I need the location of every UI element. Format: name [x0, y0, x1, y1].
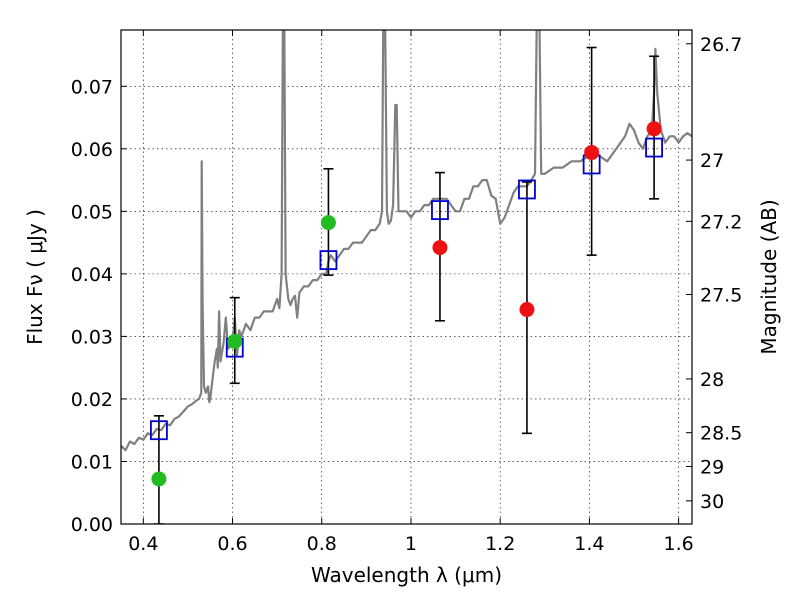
photometry-square	[518, 179, 536, 200]
x-tick-label: 1.4	[574, 533, 604, 555]
photometry-square	[150, 420, 168, 441]
x-axis-label: Wavelength λ (μm)	[311, 563, 502, 587]
x-tick-label: 1.6	[664, 533, 694, 555]
right-tick-label: 27	[700, 150, 724, 172]
measurement-point	[151, 471, 167, 487]
y-tick-label: 0.04	[71, 264, 113, 286]
axis-ticks: 0.4 0.6 0.8 1 1.2 1.4 1.6 0.00 0.01 0.02 0.03 0.04 0…	[71, 30, 742, 555]
photometry-square	[645, 137, 663, 158]
photometry-square	[431, 200, 449, 220]
spectrum-line	[121, 30, 692, 452]
measurement-point	[227, 333, 243, 349]
photometry-square	[319, 250, 338, 271]
right-tick-label: 26.7	[700, 34, 742, 56]
measurement-point	[320, 215, 336, 231]
y-tick-label: 0.01	[71, 451, 113, 473]
y-tick-label: 0.00	[71, 514, 113, 536]
measurement-point	[646, 121, 662, 137]
right-tick-label: 27.5	[700, 285, 742, 307]
right-tick-label: 29	[700, 456, 724, 478]
measurement-point	[432, 240, 448, 256]
measurement-point	[584, 145, 600, 161]
x-tick-label: 0.8	[307, 533, 337, 555]
plot-frame	[120, 29, 693, 525]
y-axis-label: Flux Fν ( μJy )	[23, 209, 47, 345]
plot-area	[121, 30, 692, 524]
x-tick-label: 0.6	[217, 533, 247, 555]
x-tick-label: 1.2	[485, 533, 515, 555]
right-tick-label: 28	[700, 369, 724, 391]
y-tick-label: 0.05	[71, 201, 113, 223]
y-tick-label: 0.06	[71, 139, 113, 161]
y-tick-label: 0.07	[71, 76, 113, 98]
right-tick-label: 28.5	[700, 423, 742, 445]
grid-lines	[121, 30, 692, 525]
right-axis-label: Magnitude (AB)	[757, 199, 781, 354]
y-tick-label: 0.03	[71, 326, 113, 348]
measurement-point	[519, 302, 535, 318]
right-tick-label: 30	[700, 491, 724, 513]
right-tick-label: 27.2	[700, 211, 742, 233]
x-tick-label: 0.4	[128, 533, 158, 555]
y-tick-label: 0.02	[71, 389, 113, 411]
x-tick-label: 1	[405, 533, 417, 555]
